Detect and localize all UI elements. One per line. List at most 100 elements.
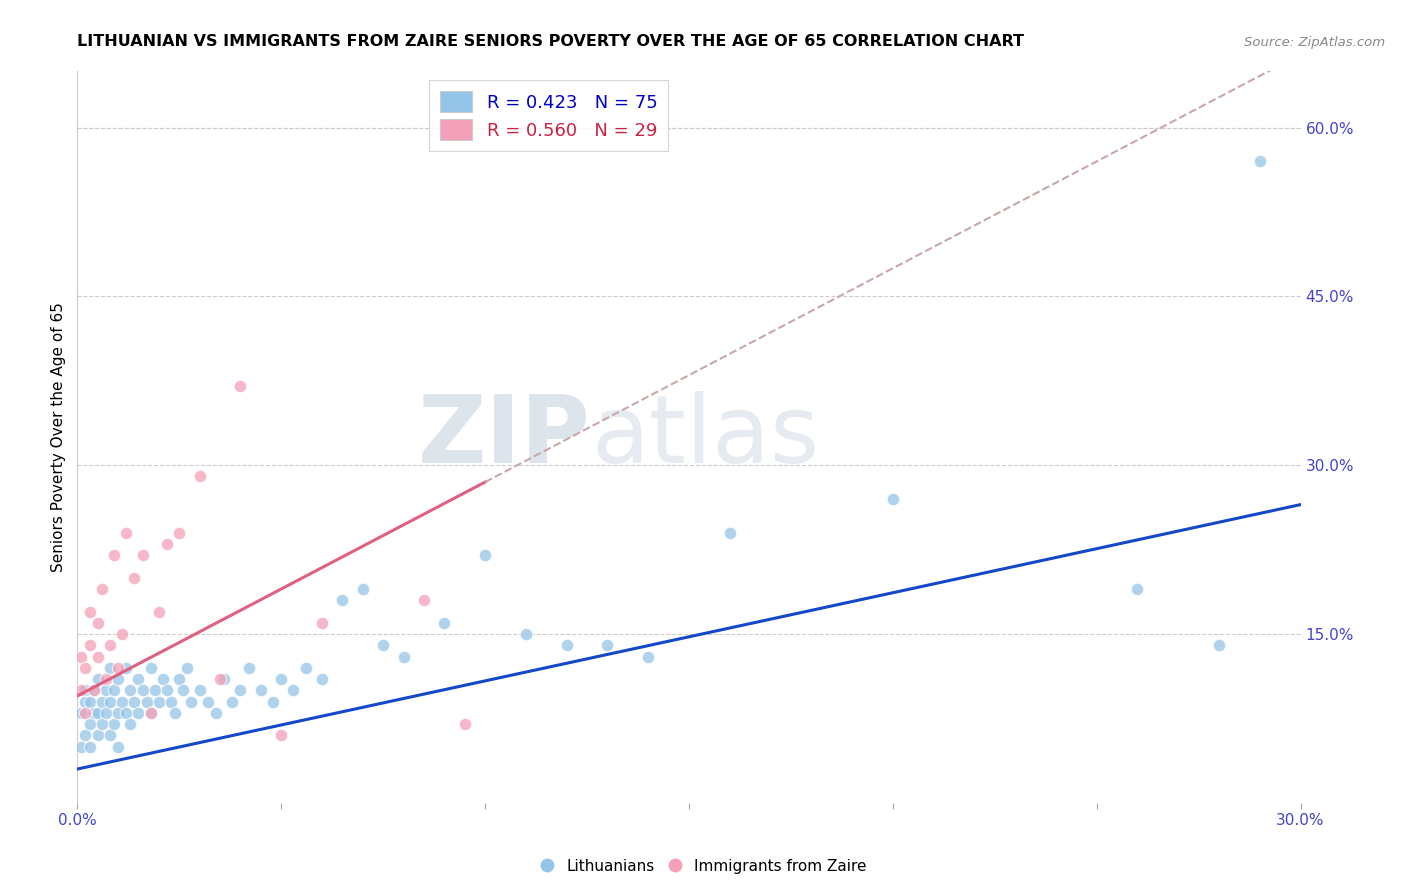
- Point: [111, 694, 134, 708]
- Point: [120, 717, 142, 731]
- Point: [148, 605, 170, 619]
- Point: [90, 717, 112, 731]
- Point: [87, 615, 110, 630]
- Point: [197, 694, 219, 708]
- Point: [160, 694, 183, 708]
- Point: [169, 525, 191, 540]
- Point: [103, 717, 125, 731]
- Point: [115, 706, 138, 720]
- Point: [156, 683, 179, 698]
- Point: [94, 672, 117, 686]
- Point: [124, 694, 146, 708]
- Point: [135, 694, 157, 708]
- Point: [294, 661, 316, 675]
- Text: Source: ZipAtlas.com: Source: ZipAtlas.com: [1244, 36, 1385, 49]
- Point: [392, 649, 415, 664]
- Point: [1208, 638, 1230, 652]
- Point: [75, 661, 97, 675]
- Point: [103, 683, 125, 698]
- Point: [75, 683, 97, 698]
- Point: [250, 683, 273, 698]
- Point: [882, 491, 904, 506]
- Y-axis label: Seniors Poverty Over the Age of 65: Seniors Poverty Over the Age of 65: [51, 302, 66, 572]
- Point: [75, 694, 97, 708]
- Point: [352, 582, 374, 596]
- Point: [433, 615, 456, 630]
- Point: [270, 672, 292, 686]
- Point: [128, 672, 150, 686]
- Point: [124, 571, 146, 585]
- Point: [79, 605, 101, 619]
- Point: [120, 683, 142, 698]
- Point: [515, 627, 537, 641]
- Point: [70, 683, 93, 698]
- Point: [172, 683, 194, 698]
- Point: [139, 706, 162, 720]
- Text: atlas: atlas: [591, 391, 820, 483]
- Point: [98, 638, 121, 652]
- Point: [1126, 582, 1149, 596]
- Point: [188, 469, 211, 483]
- Point: [596, 638, 619, 652]
- Point: [474, 548, 496, 562]
- Point: [94, 683, 117, 698]
- Point: [98, 661, 121, 675]
- Point: [283, 683, 305, 698]
- Point: [70, 739, 93, 754]
- Point: [128, 706, 150, 720]
- Point: [94, 706, 117, 720]
- Point: [148, 694, 170, 708]
- Point: [70, 649, 93, 664]
- Text: LITHUANIAN VS IMMIGRANTS FROM ZAIRE SENIORS POVERTY OVER THE AGE OF 65 CORRELATI: LITHUANIAN VS IMMIGRANTS FROM ZAIRE SENI…: [77, 34, 1025, 49]
- Point: [87, 706, 110, 720]
- Point: [75, 728, 97, 742]
- Point: [555, 638, 578, 652]
- Point: [115, 525, 138, 540]
- Legend: R = 0.423   N = 75, R = 0.560   N = 29: R = 0.423 N = 75, R = 0.560 N = 29: [429, 80, 668, 151]
- Point: [83, 706, 105, 720]
- Point: [87, 672, 110, 686]
- Point: [143, 683, 166, 698]
- Point: [83, 683, 105, 698]
- Point: [103, 548, 125, 562]
- Text: ZIP: ZIP: [418, 391, 591, 483]
- Point: [90, 694, 112, 708]
- Point: [156, 537, 179, 551]
- Point: [79, 694, 101, 708]
- Point: [79, 739, 101, 754]
- Point: [262, 694, 284, 708]
- Point: [212, 672, 235, 686]
- Point: [107, 661, 129, 675]
- Legend: Lithuanians, Immigrants from Zaire: Lithuanians, Immigrants from Zaire: [533, 853, 873, 880]
- Point: [169, 672, 191, 686]
- Point: [131, 548, 153, 562]
- Point: [165, 706, 187, 720]
- Point: [718, 525, 741, 540]
- Point: [70, 706, 93, 720]
- Point: [238, 661, 260, 675]
- Point: [221, 694, 243, 708]
- Point: [139, 661, 162, 675]
- Point: [637, 649, 659, 664]
- Point: [454, 717, 477, 731]
- Point: [413, 593, 436, 607]
- Point: [371, 638, 394, 652]
- Point: [209, 672, 232, 686]
- Point: [75, 706, 97, 720]
- Point: [79, 717, 101, 731]
- Point: [115, 661, 138, 675]
- Point: [87, 649, 110, 664]
- Point: [111, 627, 134, 641]
- Point: [188, 683, 211, 698]
- Point: [83, 683, 105, 698]
- Point: [139, 706, 162, 720]
- Point: [98, 694, 121, 708]
- Point: [229, 379, 252, 393]
- Point: [270, 728, 292, 742]
- Point: [180, 694, 202, 708]
- Point: [87, 728, 110, 742]
- Point: [152, 672, 174, 686]
- Point: [176, 661, 198, 675]
- Point: [205, 706, 228, 720]
- Point: [107, 672, 129, 686]
